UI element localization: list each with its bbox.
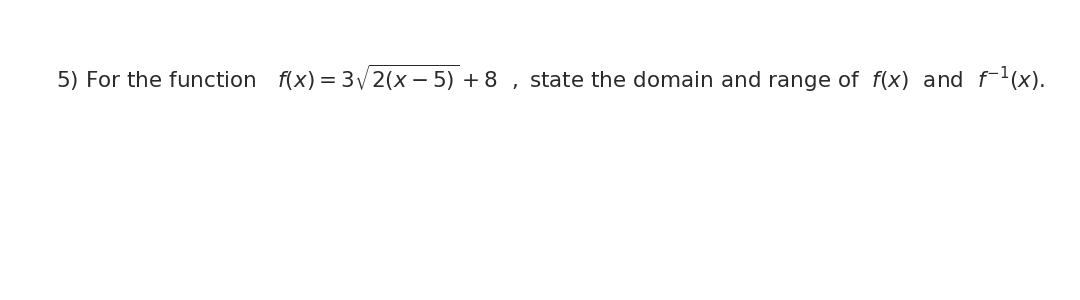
Text: $\mathrm{5)\ For\ the\ function}\ \ \ f(x)=3\sqrt{2(x-5)}+8\ \ \mathrm{,\ state\: $\mathrm{5)\ For\ the\ function}\ \ \ f(… [56,62,1045,94]
